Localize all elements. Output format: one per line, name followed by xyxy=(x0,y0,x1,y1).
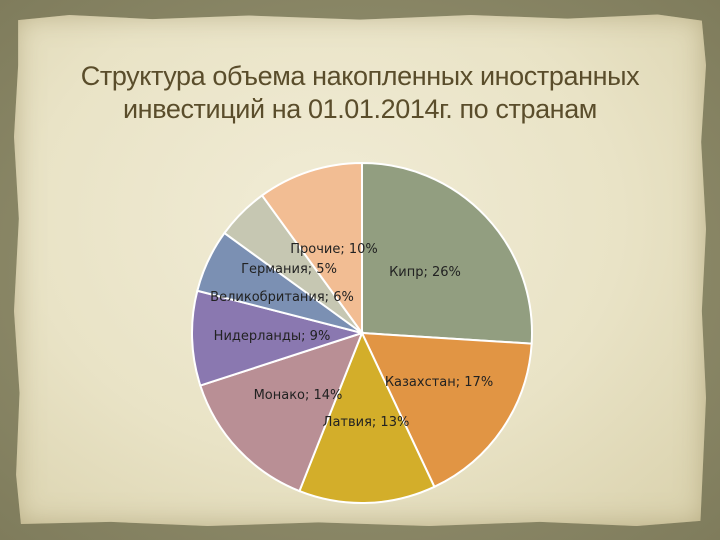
pie-data-label: Монако; 14% xyxy=(254,388,343,403)
pie-data-label: Латвия; 13% xyxy=(323,415,410,430)
pie-data-label: Кипр; 26% xyxy=(389,265,461,280)
pie-data-label: Германия; 5% xyxy=(241,262,337,277)
pie-slice xyxy=(298,330,436,504)
pie-slice xyxy=(190,289,366,387)
title-line-1: Структура объема накопленных иностранных xyxy=(80,61,640,91)
pie-slice xyxy=(260,161,363,337)
pie-slice xyxy=(360,331,533,489)
pie-data-label: Казахстан; 17% xyxy=(385,375,493,390)
pie-data-label: Великобритания; 6% xyxy=(210,290,354,305)
pie-slice xyxy=(361,161,533,345)
pie-data-label: Прочие; 10% xyxy=(290,242,378,257)
title-line-2: инвестиций на 01.01.2014г. по странам xyxy=(123,94,597,124)
slide-title: Структура объема накопленных иностранных… xyxy=(40,60,680,126)
pie-data-label: Нидерланды; 9% xyxy=(214,329,331,344)
